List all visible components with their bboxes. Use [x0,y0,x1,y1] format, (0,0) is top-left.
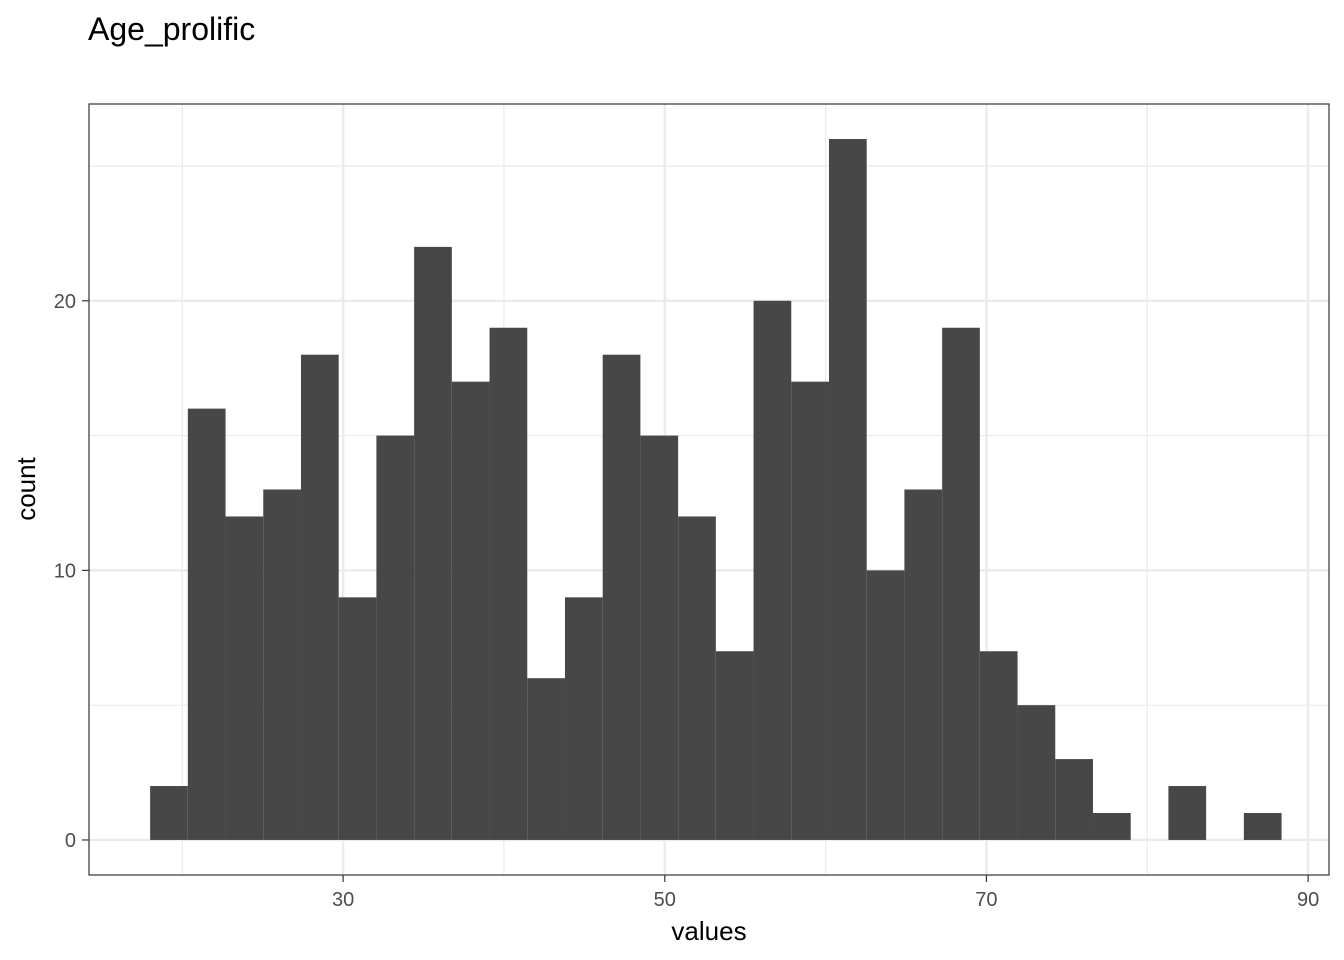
histogram-bar [640,435,679,840]
histogram-bar [564,597,603,840]
histogram-bar [451,381,490,840]
histogram-bar [225,516,264,840]
histogram-bar [1092,812,1131,840]
chart-title: Age_prolific [88,11,255,47]
ticks-layer: 30 50 70 90 0 10 20 [54,291,1319,911]
histogram-bar [338,597,377,840]
bars-layer [150,139,1282,840]
histogram-bar [414,246,452,840]
histogram-bar [150,786,188,840]
histogram-bar [979,651,1018,840]
histogram-bar [602,354,641,840]
histogram-bar [187,408,226,840]
histogram-bar [753,300,792,840]
x-axis-title: values [671,916,746,946]
histogram-bar [1168,786,1207,840]
histogram-bar [300,354,339,840]
y-tick-label: 10 [54,560,76,582]
x-tick-label: 90 [1297,889,1319,911]
histogram-bar [263,489,301,840]
histogram-bar [1055,759,1093,840]
y-axis-title: count [11,456,41,520]
histogram-bar [942,327,980,840]
x-tick-label: 70 [975,889,997,911]
x-tick-label: 50 [654,889,676,911]
x-tick-label: 30 [332,889,354,911]
histogram-bar [1243,812,1282,840]
histogram-bar [715,651,754,840]
histogram-bar [791,381,829,840]
histogram-bar [678,516,716,840]
histogram-bar [1017,705,1056,840]
y-tick-label: 0 [65,830,76,852]
histogram-bar [904,489,943,840]
histogram-bar [489,327,528,840]
y-tick-label: 20 [54,291,76,313]
histogram-bar [828,139,867,840]
panel-border [88,103,1330,876]
histogram-bar [376,435,415,840]
histogram-bar [866,570,905,840]
histogram-bar [527,678,565,840]
